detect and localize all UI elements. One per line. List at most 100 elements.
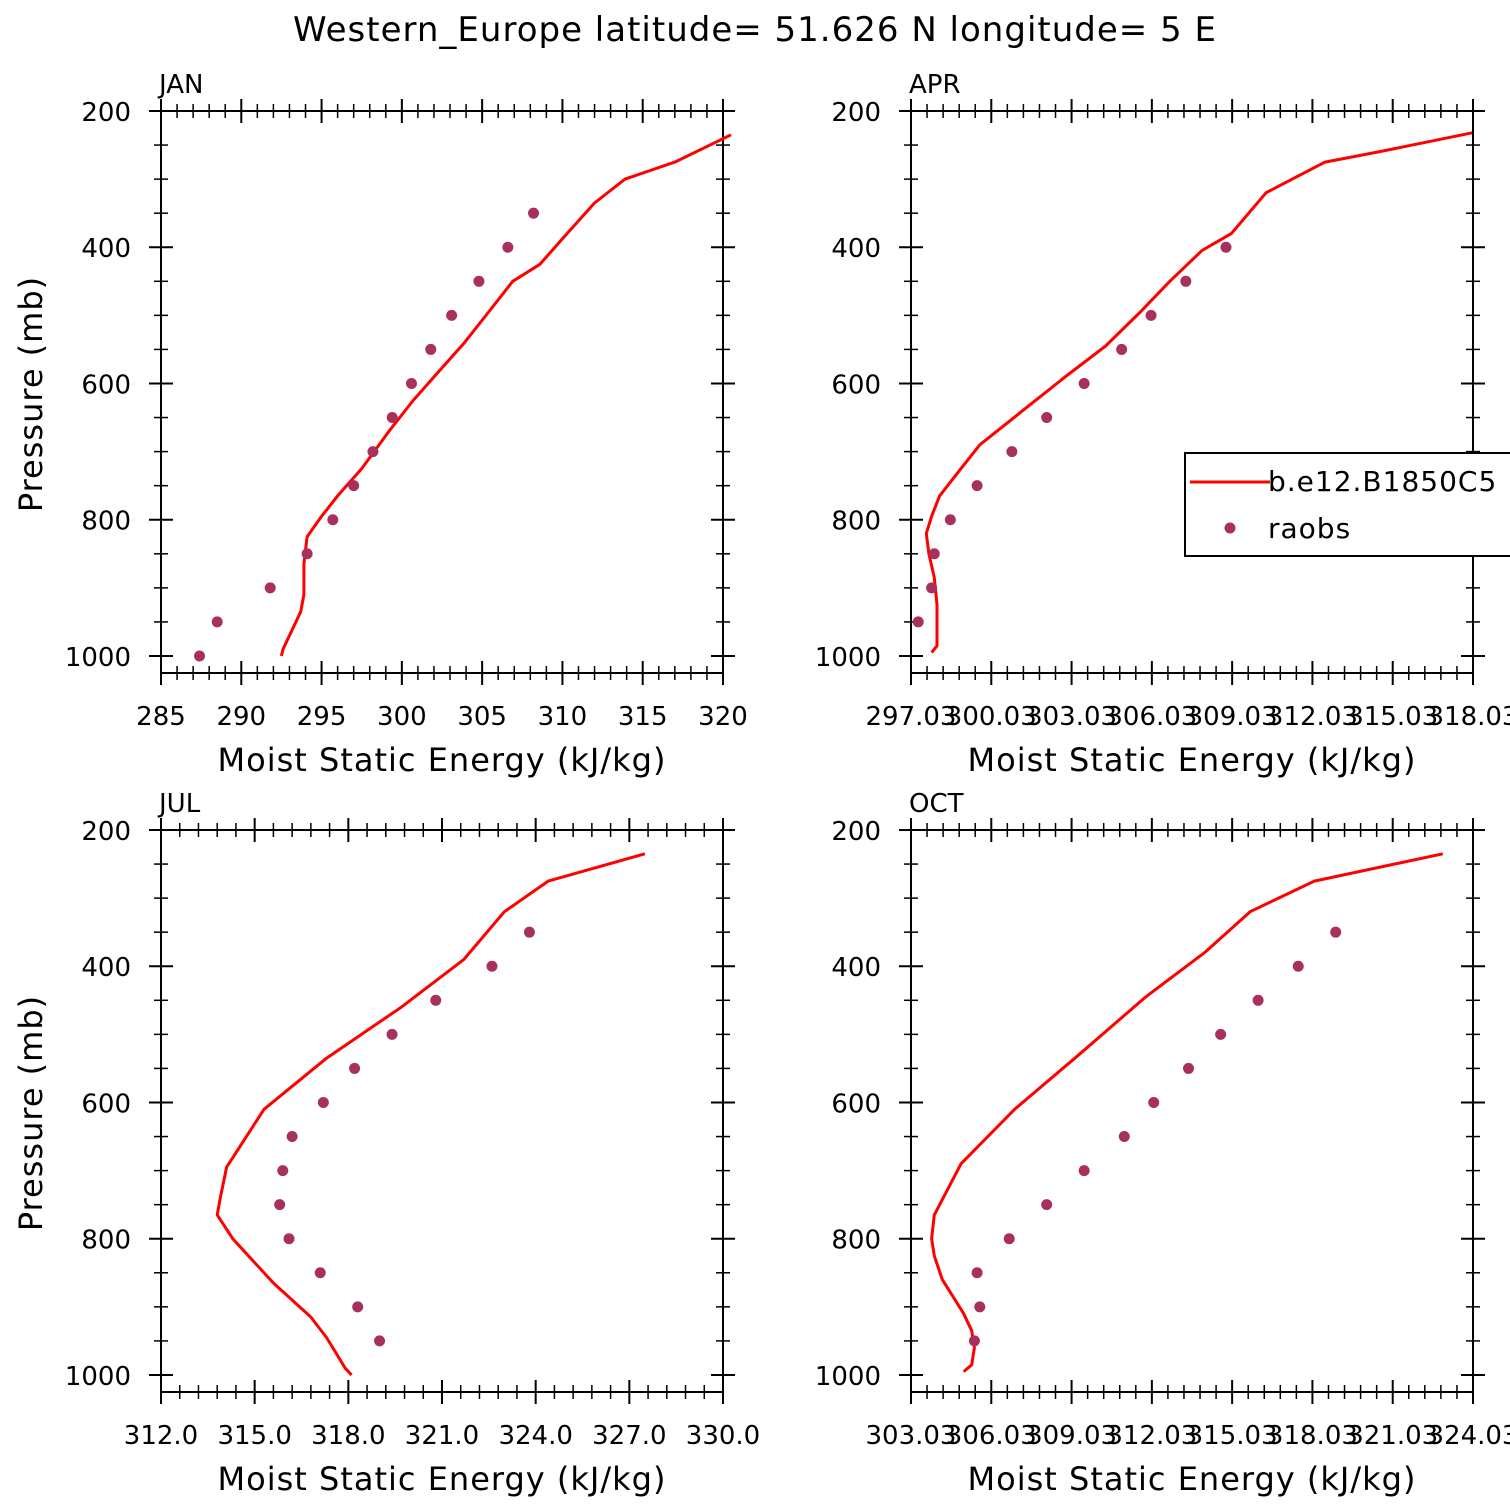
- legend-entry-model: b.e12.B1850C5: [1268, 465, 1497, 498]
- raobs-point: [1145, 309, 1157, 321]
- model-line: [215, 852, 646, 1377]
- y-axis-label: Pressure (mb): [12, 276, 50, 512]
- x-tick-label: 315: [618, 702, 668, 732]
- raobs-point: [1220, 241, 1232, 253]
- x-tick-label: 312.03: [1106, 1421, 1197, 1451]
- raobs-point: [1041, 412, 1053, 424]
- y-tick-label: 600: [831, 370, 881, 400]
- x-tick-label: 321.0: [405, 1421, 479, 1451]
- x-tick-label: 318.0: [311, 1421, 385, 1451]
- x-tick-label: 318.03: [1428, 702, 1510, 732]
- x-axis-label: Moist Static Energy (kJ/kg): [218, 1460, 667, 1498]
- x-tick-label: 290: [216, 702, 266, 732]
- raobs-point: [473, 275, 485, 287]
- raobs-point: [405, 377, 417, 389]
- raobs-point: [317, 1096, 329, 1108]
- y-tick-label: 200: [831, 817, 881, 847]
- raobs-point: [1148, 1096, 1160, 1108]
- raobs-point: [374, 1335, 386, 1347]
- data-layer: [930, 852, 1444, 1373]
- y-tick-label: 1000: [815, 1362, 881, 1392]
- raobs-point: [386, 412, 398, 424]
- y-tick-label: 600: [831, 1089, 881, 1119]
- raobs-point: [430, 994, 442, 1006]
- raobs-point: [274, 1199, 286, 1211]
- data-layer: [194, 133, 732, 662]
- panel-apr: 297.03300.03303.03306.03309.03312.03315.…: [815, 70, 1510, 779]
- y-tick-label: 400: [831, 953, 881, 983]
- y-tick-label: 200: [81, 98, 131, 128]
- panel-title: JUL: [157, 789, 201, 819]
- x-tick-label: 324.03: [1428, 1421, 1510, 1451]
- x-tick-label: 312.0: [124, 1421, 198, 1451]
- x-tick-label: 300: [377, 702, 427, 732]
- y-tick-label: 800: [81, 507, 131, 537]
- panel-title: APR: [909, 70, 961, 100]
- y-tick-label: 800: [831, 1226, 881, 1256]
- raobs-point: [211, 616, 223, 628]
- x-tick-label: 324.0: [498, 1421, 572, 1451]
- x-tick-label: 300.03: [946, 702, 1037, 732]
- legend-entry-raobs: raobs: [1268, 512, 1351, 545]
- raobs-point: [971, 1267, 983, 1279]
- raobs-point: [386, 1028, 398, 1040]
- raobs-point: [277, 1165, 289, 1177]
- y-tick-label: 400: [81, 953, 131, 983]
- raobs-point: [349, 1062, 361, 1074]
- raobs-point: [928, 548, 940, 560]
- raobs-point: [352, 1301, 364, 1313]
- x-tick-label: 309.03: [1026, 1421, 1117, 1451]
- x-tick-label: 305: [457, 702, 507, 732]
- raobs-point: [968, 1335, 980, 1347]
- x-tick-label: 321.03: [1347, 1421, 1438, 1451]
- model-line: [279, 133, 732, 657]
- raobs-point: [194, 650, 206, 662]
- legend-box: [1184, 452, 1510, 557]
- y-tick-label: 1000: [815, 643, 881, 673]
- model-line: [930, 852, 1444, 1373]
- raobs-point: [1078, 377, 1090, 389]
- y-tick-label: 1000: [65, 1362, 131, 1392]
- raobs-point: [425, 343, 437, 355]
- raobs-point: [1118, 1131, 1130, 1143]
- data-layer: [215, 852, 646, 1377]
- y-tick-label: 400: [81, 234, 131, 264]
- x-tick-label: 309.03: [1187, 702, 1278, 732]
- x-tick-label: 306.03: [946, 1421, 1037, 1451]
- raobs-point: [1116, 343, 1128, 355]
- legend-marker-swatch: [1224, 522, 1236, 534]
- raobs-point: [486, 960, 498, 972]
- raobs-point: [301, 548, 313, 560]
- x-tick-label: 327.0: [592, 1421, 666, 1451]
- y-tick-label: 200: [831, 98, 881, 128]
- raobs-point: [446, 309, 458, 321]
- raobs-point: [912, 616, 924, 628]
- plot-frame: [160, 829, 724, 1393]
- y-axis-label: Pressure (mb): [12, 995, 50, 1231]
- raobs-point: [974, 1301, 986, 1313]
- x-tick-label: 310: [538, 702, 588, 732]
- raobs-point: [1330, 926, 1342, 938]
- x-axis-label: Moist Static Energy (kJ/kg): [218, 741, 667, 779]
- raobs-point: [1003, 1233, 1015, 1245]
- page-title: Western_Europe latitude= 51.626 N longit…: [293, 10, 1217, 50]
- raobs-point: [926, 582, 938, 594]
- y-tick-label: 800: [81, 1226, 131, 1256]
- x-tick-label: 318.03: [1267, 1421, 1358, 1451]
- x-tick-label: 320: [698, 702, 748, 732]
- x-tick-label: 285: [136, 702, 186, 732]
- raobs-point: [1252, 994, 1264, 1006]
- panel-oct: 303.03306.03309.03312.03315.03318.03321.…: [815, 789, 1510, 1498]
- x-tick-label: 303.03: [866, 1421, 957, 1451]
- plot-frame: [910, 110, 1474, 674]
- y-tick-label: 1000: [65, 643, 131, 673]
- plot-frame: [910, 829, 1474, 1393]
- x-tick-label: 315.0: [217, 1421, 291, 1451]
- x-tick-label: 315.03: [1187, 1421, 1278, 1451]
- x-axis-label: Moist Static Energy (kJ/kg): [968, 1460, 1417, 1498]
- raobs-point: [327, 514, 339, 526]
- data-layer: [912, 131, 1473, 654]
- x-tick-label: 312.03: [1267, 702, 1358, 732]
- raobs-point: [264, 582, 276, 594]
